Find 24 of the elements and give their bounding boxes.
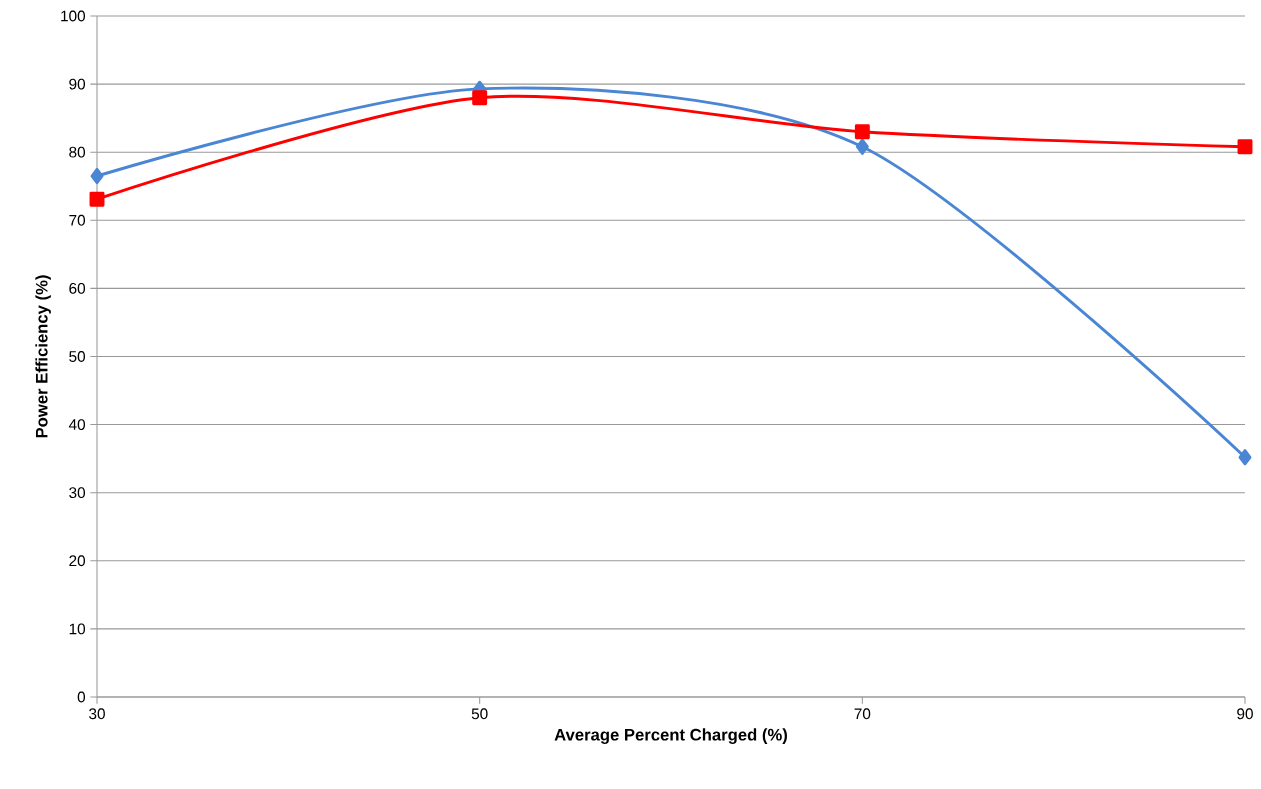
y-tick-label: 50: [69, 351, 86, 362]
point: [855, 138, 869, 155]
point: [1237, 139, 1253, 155]
point: [472, 90, 488, 106]
y-tick-label: 60: [69, 282, 86, 294]
y-tick-label: 40: [68, 419, 86, 431]
y-tick-label: 0: [77, 691, 86, 703]
point: [1238, 449, 1252, 466]
point: [90, 167, 104, 185]
y-tick-label: 100: [61, 10, 86, 22]
x-tick-label: 90: [1237, 708, 1253, 720]
y-tick-label: 20: [69, 555, 86, 567]
y-tick-label: 70: [69, 214, 86, 226]
y-tick-label: 30: [69, 487, 86, 499]
x-tick-label: 50: [471, 708, 488, 720]
x-tick-label: 70: [854, 708, 871, 720]
y-tick-label: 90: [69, 78, 86, 90]
x-axis-title: Average Percent Charged (%): [554, 728, 787, 744]
point: [89, 191, 105, 207]
point: [854, 124, 870, 140]
x-tick-label: 30: [89, 708, 105, 720]
y-tick-label: 80: [69, 146, 86, 158]
y-tick-label: 10: [69, 623, 86, 635]
y-axis-title: Power Efficiency (%): [35, 275, 51, 438]
